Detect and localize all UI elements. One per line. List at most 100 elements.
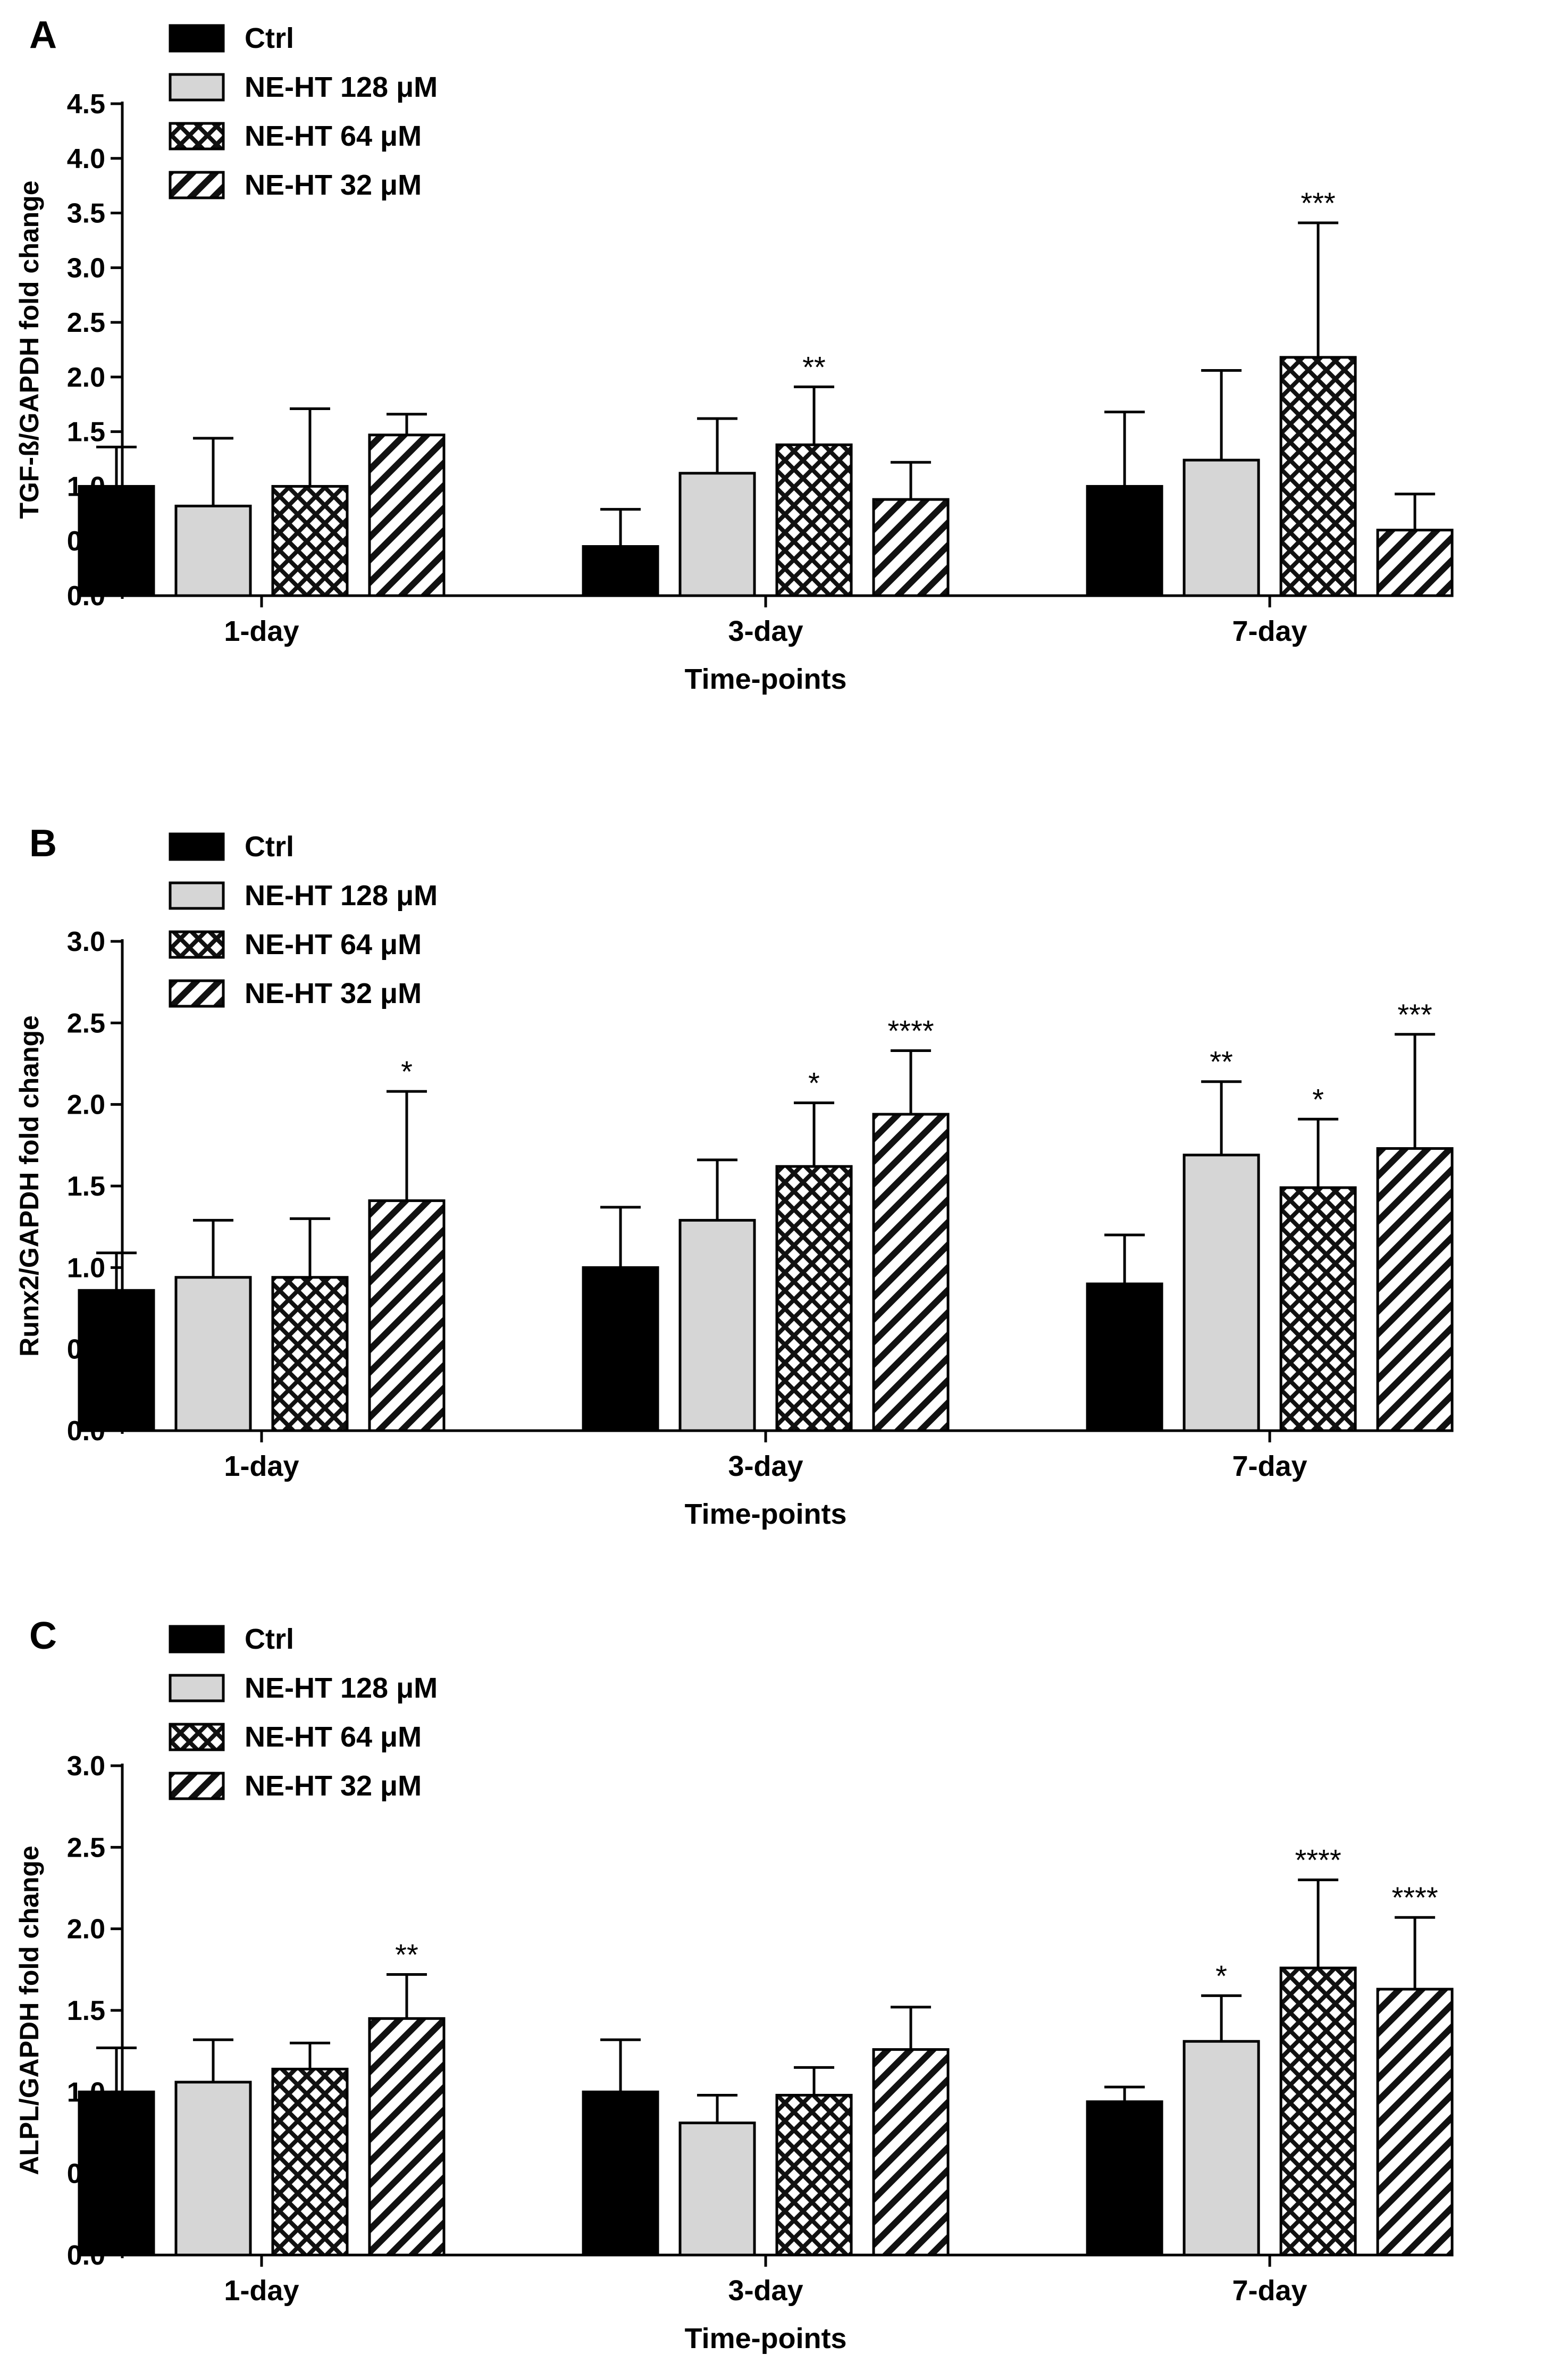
legend-swatch [169,930,225,959]
y-tick-label: 3.0 [67,926,105,957]
x-tick-label: 1-day [224,615,299,647]
bar [174,504,252,597]
significance-label: *** [1300,186,1335,220]
legend-swatch [169,1723,225,1751]
legend-label: NE-HT 128 μM [245,880,438,912]
significance-label: * [1215,1959,1227,1992]
y-tick-label: 2.0 [67,1914,105,1945]
bar [678,2122,756,2257]
y-tick-label: 3.0 [67,1751,105,1782]
significance-label: * [808,1066,820,1100]
significance-label: * [1312,1082,1324,1116]
bar [1279,1186,1357,1432]
x-tick-label: 1-day [224,1450,299,1482]
significance-label: *** [1397,998,1432,1031]
bar [582,1266,659,1432]
bar [775,1165,853,1432]
legend-swatch [169,1625,225,1654]
bar [775,443,853,597]
legend-swatch [169,979,225,1008]
panel-a: A0.00.51.01.52.02.53.03.54.04.5TGF-ß/GAP… [14,14,1454,695]
legend-label: NE-HT 128 μM [245,1672,438,1704]
y-tick-label: 3.0 [67,253,105,283]
significance-label: ** [395,1938,418,1972]
bar [872,498,950,597]
panel-letter: B [29,822,57,865]
legend-swatch [169,1674,225,1702]
x-tick-label: 7-day [1232,2275,1307,2307]
panel-letter: A [29,14,57,56]
y-axis-label: Runx2/GAPDH fold change [14,1015,44,1357]
x-tick-label: 7-day [1232,615,1307,647]
bar [78,2090,155,2257]
legend-swatch [169,1772,225,1800]
y-tick-label: 1.0 [67,1252,105,1283]
x-tick-label: 1-day [224,2275,299,2307]
bar [368,433,446,597]
y-tick-label: 4.5 [67,89,105,120]
legend-label: NE-HT 32 μM [245,978,422,1009]
legend-swatch [169,122,225,151]
legend-swatch [169,881,225,910]
bar [1376,1987,1454,2257]
bar [174,2081,252,2257]
y-tick-label: 2.5 [67,1008,105,1039]
legend-swatch [169,832,225,861]
significance-label: **** [887,1014,934,1047]
bar [1376,529,1454,597]
bar [78,1289,155,1432]
bar [1182,458,1260,597]
y-axis-label: ALPL/GAPDH fold change [14,1845,44,2175]
bar [271,1276,349,1432]
bar [1376,1147,1454,1432]
bar [1279,1966,1357,2257]
panel-letter: C [29,1615,57,1657]
legend-label: Ctrl [245,1623,294,1655]
bar [678,472,756,597]
bar [1182,1154,1260,1432]
x-axis-label: Time-points [685,2323,847,2354]
bar [1182,2040,1260,2257]
legend-label: Ctrl [245,22,294,54]
x-tick-label: 3-day [728,1450,803,1482]
bar [368,2017,446,2257]
bar [872,1113,950,1432]
legend-swatch [169,73,225,102]
bar [368,1199,446,1432]
legend-label: NE-HT 32 μM [245,1770,422,1802]
y-tick-label: 2.0 [67,1090,105,1121]
y-axis-label: TGF-ß/GAPDH fold change [14,180,44,519]
y-tick-label: 2.5 [67,1832,105,1863]
x-tick-label: 3-day [728,2275,803,2307]
y-tick-label: 1.5 [67,417,105,448]
legend-label: NE-HT 64 μM [245,1721,422,1753]
bar [872,2048,950,2257]
panels: A0.00.51.01.52.02.53.03.54.04.5TGF-ß/GAP… [14,14,1454,2354]
bar [1086,2100,1163,2257]
significance-label: **** [1295,1843,1341,1877]
legend-label: NE-HT 32 μM [245,169,422,201]
bar [582,545,659,597]
y-tick-label: 2.0 [67,362,105,393]
bar [78,485,155,597]
y-tick-label: 4.0 [67,144,105,174]
significance-label: **** [1392,1881,1438,1914]
x-axis-label: Time-points [685,1498,847,1530]
legend-swatch [169,24,225,53]
bar [775,2093,853,2257]
y-tick-label: 1.5 [67,1171,105,1202]
bar [1086,1282,1163,1432]
bar [1086,485,1163,597]
bar [174,1276,252,1432]
legend-label: Ctrl [245,831,294,863]
legend-swatch [169,171,225,199]
significance-label: ** [802,350,826,383]
y-tick-label: 1.5 [67,1995,105,2026]
legend-label: NE-HT 64 μM [245,120,422,152]
x-axis-label: Time-points [685,663,847,695]
legend-label: NE-HT 128 μM [245,71,438,103]
y-tick-label: 2.5 [67,307,105,338]
significance-label: * [401,1055,413,1088]
